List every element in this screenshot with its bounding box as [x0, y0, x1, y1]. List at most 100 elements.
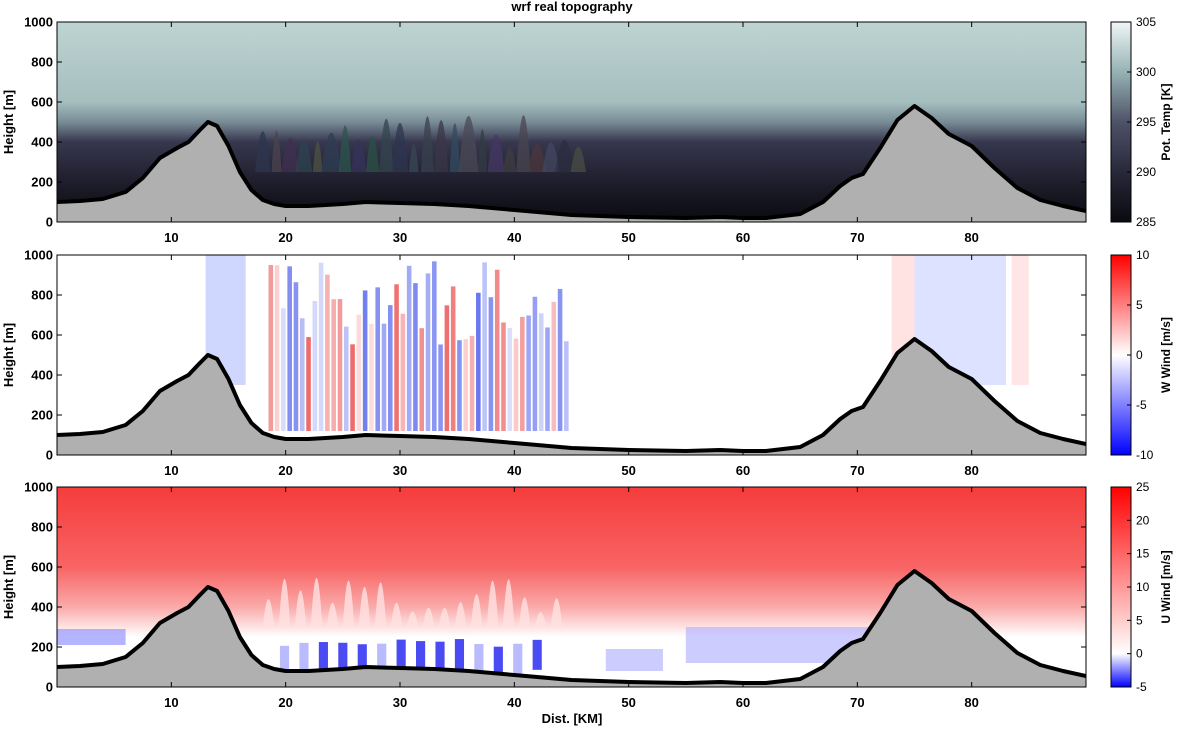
w-band	[318, 262, 324, 431]
w-band	[400, 313, 406, 431]
plot-frame	[56, 21, 1087, 223]
u-jet	[357, 644, 367, 675]
colorbar-tick-label: -5	[1136, 680, 1147, 694]
u-jet	[474, 644, 484, 675]
w-band	[526, 315, 531, 431]
colorbar-tick-label: -5	[1136, 398, 1147, 412]
x-tick-label: 50	[621, 695, 635, 710]
y-tick-label: 400	[31, 135, 53, 150]
w-band	[312, 301, 318, 431]
colorbar-tick-label: -10	[1136, 448, 1154, 462]
w-band	[425, 273, 431, 431]
y-tick-label: 0	[46, 448, 53, 463]
u-jet	[318, 642, 328, 673]
w-band	[564, 341, 569, 431]
terrain-fill	[57, 339, 1086, 455]
terrain-line	[57, 569, 1086, 685]
temp-plume	[408, 144, 419, 172]
w-band	[387, 305, 393, 431]
u-plume	[422, 607, 435, 627]
temp-plume	[516, 115, 531, 172]
x-tick-label: 80	[964, 463, 978, 478]
w-band	[520, 316, 525, 431]
temp-plume	[379, 118, 394, 172]
y-tick-label: 400	[31, 368, 53, 383]
temp-plume	[351, 139, 367, 172]
y-axis-label: Height [m]	[1, 555, 16, 619]
w-band	[343, 326, 349, 431]
w-band	[432, 261, 437, 431]
u-jet	[338, 642, 348, 673]
colorbar-tick-label: 10	[1136, 580, 1150, 594]
w-band	[463, 339, 469, 431]
panel-1: 10 20 30 40 50 60 70 8002004006008001000Height …	[1, 15, 1173, 246]
y-tick-label: 1000	[24, 15, 53, 30]
x-tick-label: 60	[736, 695, 750, 710]
terrain-line	[57, 104, 1086, 220]
u-plume	[470, 594, 483, 627]
temp-plume	[555, 139, 574, 172]
u-plume	[342, 580, 355, 627]
w-region	[1011, 255, 1029, 385]
figure-title: wrf real topography	[510, 0, 633, 14]
w-band	[494, 269, 500, 431]
colorbar-tick-label: 0	[1136, 348, 1143, 362]
u-plume	[310, 577, 323, 627]
x-tick-label: 40	[507, 230, 521, 245]
temp-plume	[449, 123, 461, 172]
colorbar-tick-label: 295	[1136, 115, 1156, 129]
u-jet	[435, 641, 445, 672]
w-band	[306, 337, 311, 431]
w-band	[482, 262, 487, 431]
temp-plume	[458, 116, 479, 172]
u-plume	[454, 602, 467, 627]
u-jet	[396, 639, 406, 670]
y-axis-label: Height [m]	[1, 323, 16, 387]
u-plume	[262, 599, 275, 627]
colorbar-tick-label: 290	[1136, 165, 1156, 179]
colorbar-1: 285 290 295 300 305 Pot. Temp [K]	[1110, 15, 1173, 229]
u-jet	[513, 643, 523, 674]
terrain-line	[57, 337, 1086, 453]
w-band	[325, 274, 330, 431]
w-band	[268, 265, 274, 431]
u-plume	[438, 607, 451, 627]
w-band	[507, 327, 513, 431]
colorbar-tick-label: 300	[1136, 65, 1156, 79]
w-band	[488, 297, 494, 431]
temp-plume	[542, 142, 560, 172]
x-tick-label: 10	[164, 463, 178, 478]
u-plume	[374, 582, 387, 627]
temp-plume	[434, 120, 449, 172]
colorbar-tick-label: 15	[1136, 547, 1150, 561]
temp-plume	[281, 137, 300, 172]
y-tick-label: 1000	[24, 480, 53, 495]
temp-plume	[338, 125, 352, 172]
x-tick-label: 30	[393, 695, 407, 710]
x-tick-label: 80	[964, 230, 978, 245]
w-band	[538, 313, 544, 431]
w-band	[281, 308, 286, 431]
w-band	[381, 323, 387, 431]
u-plume	[534, 611, 547, 627]
y-tick-label: 0	[46, 215, 53, 230]
u-reverse	[57, 629, 126, 645]
x-tick-label: 20	[278, 463, 292, 478]
temp-plume	[391, 122, 409, 172]
u-jet	[377, 643, 387, 674]
w-band	[406, 265, 412, 431]
y-axis-label: Height [m]	[1, 90, 16, 154]
w-band	[293, 282, 299, 431]
temp-plume	[477, 129, 488, 172]
colorbar-tick-label: 0	[1136, 647, 1143, 661]
temp-plume	[570, 146, 587, 172]
w-band	[513, 338, 519, 431]
colorbar-tick-label: 285	[1136, 215, 1156, 229]
colorbar-3: -5 0 5 10 15 20 25 U Wind [m/s]	[1110, 480, 1173, 694]
temp-plume	[255, 131, 271, 172]
temp-plume	[321, 132, 342, 172]
colorbar-tick-label: 25	[1136, 480, 1150, 494]
temp-plume	[503, 146, 517, 172]
u-reverse	[605, 649, 663, 671]
